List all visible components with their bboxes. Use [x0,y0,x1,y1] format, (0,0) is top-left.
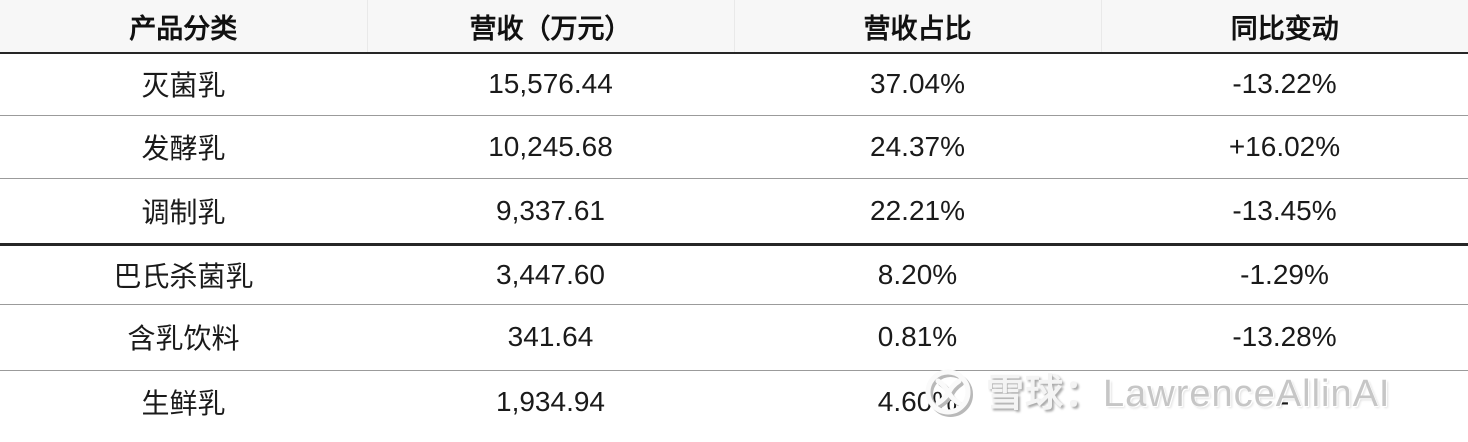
cell-yoy: - [1101,370,1468,434]
cell-share: 8.20% [734,244,1101,305]
cell-share: 24.37% [734,115,1101,179]
column-header-share: 营收占比 [733,0,1101,54]
table-row: 调制乳 9,337.61 22.21% -13.45% [0,178,1468,246]
table-row: 生鲜乳 1,934.94 4.60% - [0,370,1468,434]
table-row: 含乳饮料 341.64 0.81% -13.28% [0,304,1468,371]
column-header-revenue: 营收（万元） [366,0,734,54]
column-header-category: 产品分类 [0,0,367,54]
header-row: 产品分类 营收（万元） 营收占比 同比变动 [0,0,1468,54]
cell-category: 巴氏杀菌乳 [0,244,367,305]
table-header: 产品分类 营收（万元） 营收占比 同比变动 [0,0,1468,54]
cell-share: 0.81% [734,304,1101,371]
cell-yoy: -13.22% [1101,53,1468,116]
cell-revenue: 9,337.61 [367,178,734,246]
cell-revenue: 3,447.60 [367,244,734,305]
cell-category: 发酵乳 [0,115,367,179]
cell-yoy: -1.29% [1101,244,1468,305]
table-row: 巴氏杀菌乳 3,447.60 8.20% -1.29% [0,244,1468,305]
cell-category: 灭菌乳 [0,53,367,116]
cell-share: 4.60% [734,370,1101,434]
cell-category: 调制乳 [0,178,367,246]
table-body: 灭菌乳 15,576.44 37.04% -13.22% 发酵乳 10,245.… [0,53,1468,434]
cell-share: 37.04% [734,53,1101,116]
cell-revenue: 10,245.68 [367,115,734,179]
cell-yoy: +16.02% [1101,115,1468,179]
cell-category: 含乳饮料 [0,304,367,371]
cell-yoy: -13.28% [1101,304,1468,371]
table-row: 灭菌乳 15,576.44 37.04% -13.22% [0,53,1468,116]
cell-yoy: -13.45% [1101,178,1468,246]
table-row: 发酵乳 10,245.68 24.37% +16.02% [0,115,1468,179]
cell-revenue: 1,934.94 [367,370,734,434]
column-header-yoy: 同比变动 [1100,0,1468,54]
cell-category: 生鲜乳 [0,370,367,434]
cell-share: 22.21% [734,178,1101,246]
cell-revenue: 15,576.44 [367,53,734,116]
cell-revenue: 341.64 [367,304,734,371]
